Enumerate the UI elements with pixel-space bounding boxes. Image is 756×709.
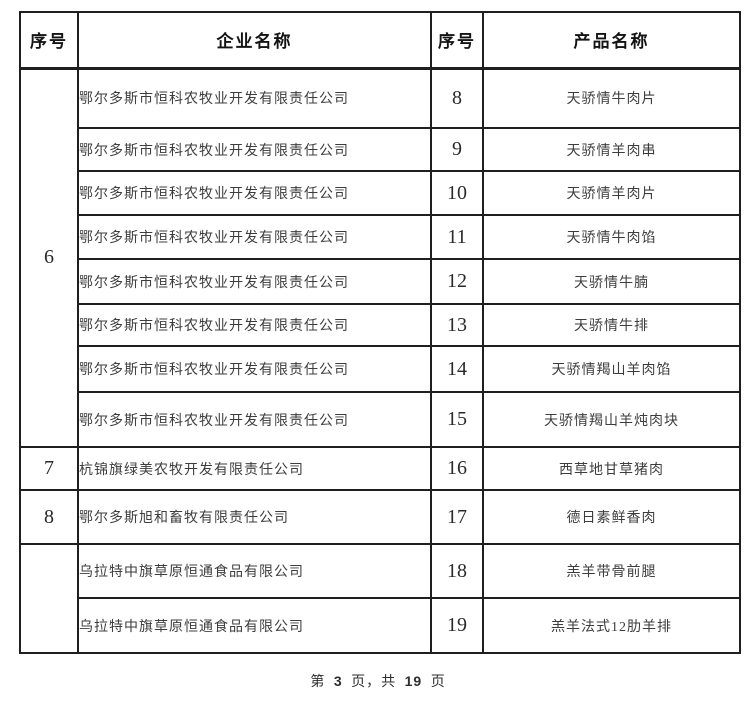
product-number-cell: 16 [430,446,484,491]
product-number-cell: 15 [430,391,484,448]
product-number-cell: 12 [430,258,484,305]
product-name-cell: 羔羊法式12肋羊排 [482,597,741,654]
table-row: 7 杭锦旗绿美农牧开发有限责任公司 16 西草地甘草猪肉 [19,446,741,491]
serial-cell-continued [19,543,79,654]
product-name-cell: 天骄情牛腩 [482,258,741,305]
company-product-table: 序号 企业名称 序号 产品名称 6 鄂尔多斯市恒科农牧业开发有限责任公司 8 天… [19,11,741,654]
company-cell: 鄂尔多斯市恒科农牧业开发有限责任公司 [77,127,432,172]
footer-middle-label: 页，共 [351,675,397,690]
company-cell: 鄂尔多斯市恒科农牧业开发有限责任公司 [77,345,432,393]
table-row: 鄂尔多斯市恒科农牧业开发有限责任公司 10 天骄情羊肉片 [20,170,741,216]
company-cell: 乌拉特中旗草原恒通食品有限公司 [77,597,432,654]
table-row: 鄂尔多斯市恒科农牧业开发有限责任公司 12 天骄情牛腩 [20,258,741,305]
company-cell: 鄂尔多斯市恒科农牧业开发有限责任公司 [77,391,432,448]
company-cell: 鄂尔多斯市恒科农牧业开发有限责任公司 [77,170,432,216]
company-cell: 杭锦旗绿美农牧开发有限责任公司 [77,446,432,491]
product-number-cell: 19 [430,597,484,654]
table-row: 鄂尔多斯市恒科农牧业开发有限责任公司 13 天骄情牛排 [20,303,741,347]
company-cell: 乌拉特中旗草原恒通食品有限公司 [77,543,432,599]
header-serial-right: 序号 [430,11,484,70]
table-row: 鄂尔多斯市恒科农牧业开发有限责任公司 11 天骄情牛肉馅 [20,214,741,260]
product-number-cell: 10 [430,170,484,216]
footer-suffix-label: 页 [430,675,446,690]
table-row: 鄂尔多斯市恒科农牧业开发有限责任公司 14 天骄情羯山羊肉馅 [20,345,741,393]
product-name-cell: 天骄情牛排 [482,303,741,347]
company-cell: 鄂尔多斯市恒科农牧业开发有限责任公司 [77,303,432,347]
product-number-cell: 8 [430,67,484,129]
company-cell: 鄂尔多斯市恒科农牧业开发有限责任公司 [77,67,432,129]
serial-cell-group-7: 7 [19,446,79,491]
product-number-cell: 18 [430,543,484,599]
table-row: 乌拉特中旗草原恒通食品有限公司 19 羔羊法式12肋羊排 [20,597,741,654]
product-number-cell: 11 [430,214,484,260]
company-cell: 鄂尔多斯旭和畜牧有限责任公司 [77,489,432,545]
product-name-cell: 天骄情牛肉馅 [482,214,741,260]
company-cell: 鄂尔多斯市恒科农牧业开发有限责任公司 [77,214,432,260]
header-product-name: 产品名称 [482,11,741,70]
table-row: 鄂尔多斯市恒科农牧业开发有限责任公司 9 天骄情羊肉串 [20,127,741,172]
product-number-cell: 9 [430,127,484,172]
table-header-row: 序号 企业名称 序号 产品名称 [19,11,741,70]
product-name-cell: 德日素鲜香肉 [482,489,741,545]
table-row: 鄂尔多斯市恒科农牧业开发有限责任公司 15 天骄情羯山羊炖肉块 [20,391,741,448]
product-name-cell: 羔羊带骨前腿 [482,543,741,599]
product-name-cell: 天骄情羊肉片 [482,170,741,216]
serial-cell-group-8: 8 [19,489,79,545]
footer-prefix-label: 第 [310,675,326,690]
footer-page-number: 3 [333,673,343,689]
header-company-name: 企业名称 [77,11,432,70]
company-cell: 鄂尔多斯市恒科农牧业开发有限责任公司 [77,258,432,305]
product-number-cell: 14 [430,345,484,393]
table-row: 乌拉特中旗草原恒通食品有限公司 18 羔羊带骨前腿 [19,543,741,654]
product-name-cell: 天骄情牛肉片 [482,67,741,129]
product-name-cell: 天骄情羯山羊肉馅 [482,345,741,393]
product-number-cell: 13 [430,303,484,347]
product-name-cell: 天骄情羊肉串 [482,127,741,172]
table-row: 6 鄂尔多斯市恒科农牧业开发有限责任公司 8 天骄情牛肉片 [19,67,741,448]
product-number-cell: 17 [430,489,484,545]
table-row: 8 鄂尔多斯旭和畜牧有限责任公司 17 德日素鲜香肉 [19,489,741,545]
product-name-cell: 天骄情羯山羊炖肉块 [482,391,741,448]
header-serial-left: 序号 [19,11,79,70]
footer-total-pages: 19 [404,673,423,689]
page-footer: 第 3 页，共 19 页 [0,671,756,691]
serial-cell-group-6: 6 [19,67,79,448]
product-name-cell: 西草地甘草猪肉 [482,446,741,491]
